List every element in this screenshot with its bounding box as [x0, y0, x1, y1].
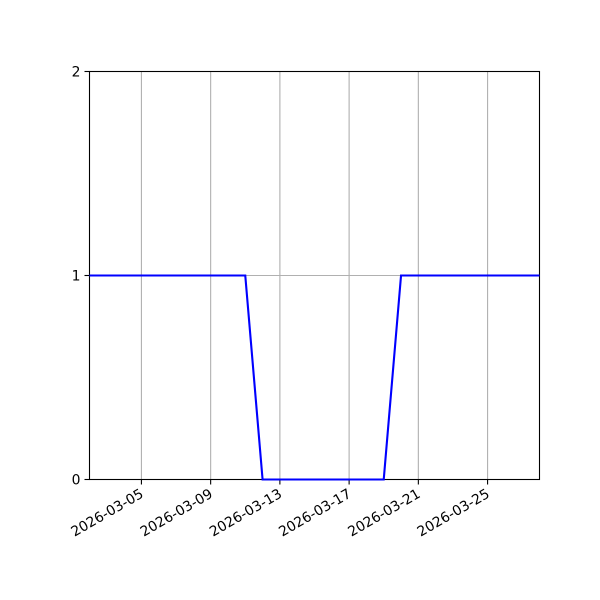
y-tick-label: 1 — [72, 268, 81, 284]
data-line-signal — [89, 274, 540, 481]
x-tick-label: 2026-03-17 — [276, 486, 354, 540]
y-tick-label: 0 — [72, 472, 81, 488]
x-tick-label: 2026-03-09 — [138, 486, 216, 540]
x-tick-label: 2026-03-25 — [415, 486, 493, 540]
x-tick-label: 2026-03-05 — [69, 486, 147, 540]
x-tick-label: 2026-03-21 — [345, 486, 423, 540]
y-tick-label: 2 — [72, 64, 81, 80]
x-tick-label: 2026-03-13 — [207, 486, 285, 540]
